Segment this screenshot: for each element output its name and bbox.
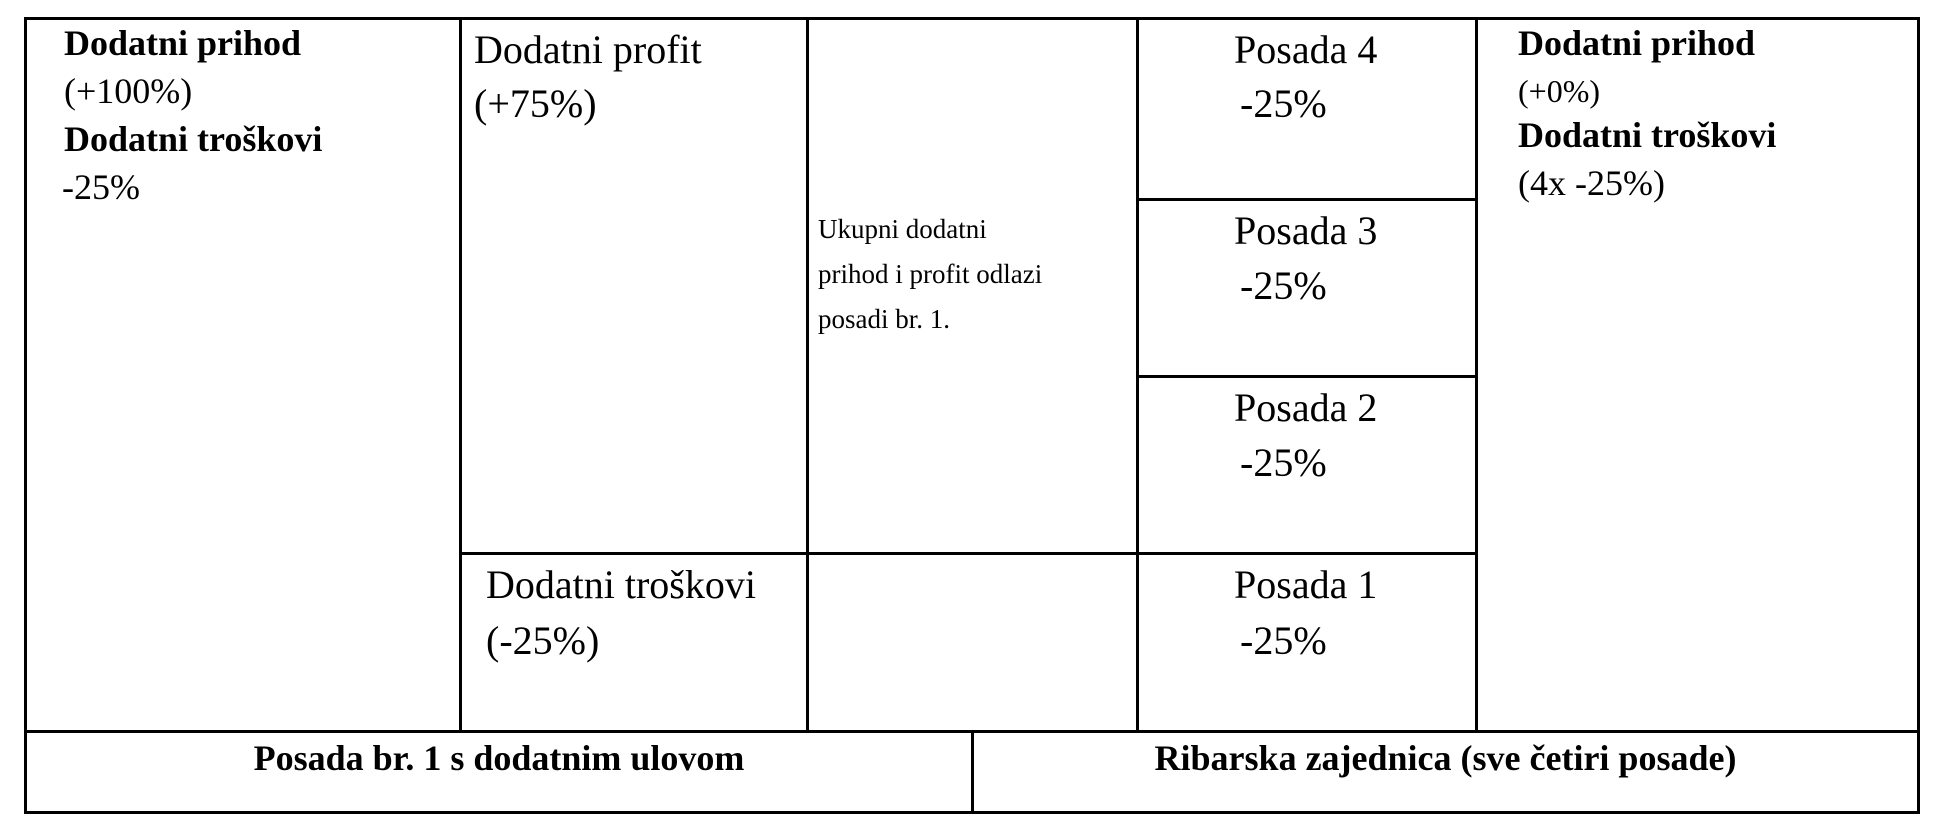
divider-v2 (806, 17, 809, 732)
crew-1-name: Posada 1 (1234, 562, 1378, 607)
note-line-1: Ukupni dodatni (818, 214, 987, 244)
right-extra-costs-title: Dodatni troškovi (1518, 115, 1777, 155)
crew-4-name: Posada 4 (1234, 27, 1378, 72)
footer-right-label: Ribarska zajednica (sve četiri posade) (1154, 738, 1737, 778)
profit-extra-costs-title: Dodatni troškovi (486, 562, 756, 607)
right-extra-costs-value: (4x -25%) (1518, 163, 1665, 203)
note-line-2: prihod i profit odlazi (818, 259, 1043, 289)
right-extra-income-title: Dodatni prihod (1518, 23, 1756, 63)
crew-3-value: -25% (1240, 263, 1327, 308)
left-extra-costs-title: Dodatni troškovi (64, 119, 323, 159)
divider-crew-3-2 (1136, 375, 1478, 378)
extra-profit-title: Dodatni profit (474, 27, 702, 72)
frame-top (24, 17, 1920, 20)
frame-right (1917, 17, 1920, 814)
crew-4-value: -25% (1240, 81, 1327, 126)
divider-v3 (1136, 17, 1139, 732)
crew-2-name: Posada 2 (1234, 385, 1378, 430)
footer-divider (971, 730, 974, 814)
frame-left (24, 17, 27, 814)
left-extra-costs-value: -25% (62, 167, 140, 207)
divider-v4 (1475, 17, 1478, 732)
left-extra-income-title: Dodatni prihod (64, 23, 302, 63)
divider-v1 (459, 17, 462, 732)
note-line-3: posadi br. 1. (818, 304, 950, 334)
footer-left-label: Posada br. 1 s dodatnim ulovom (253, 738, 745, 778)
crew-2-value: -25% (1240, 440, 1327, 485)
divider-crew-4-3 (1136, 198, 1478, 201)
extra-profit-value: (+75%) (474, 81, 597, 126)
crew-3-name: Posada 3 (1234, 208, 1378, 253)
divider-h-main (459, 552, 1478, 555)
profit-extra-costs-value: (-25%) (486, 618, 600, 663)
right-extra-income-value: (+0%) (1518, 73, 1601, 109)
crew-1-value: -25% (1240, 618, 1327, 663)
left-extra-income-value: (+100%) (64, 71, 193, 111)
